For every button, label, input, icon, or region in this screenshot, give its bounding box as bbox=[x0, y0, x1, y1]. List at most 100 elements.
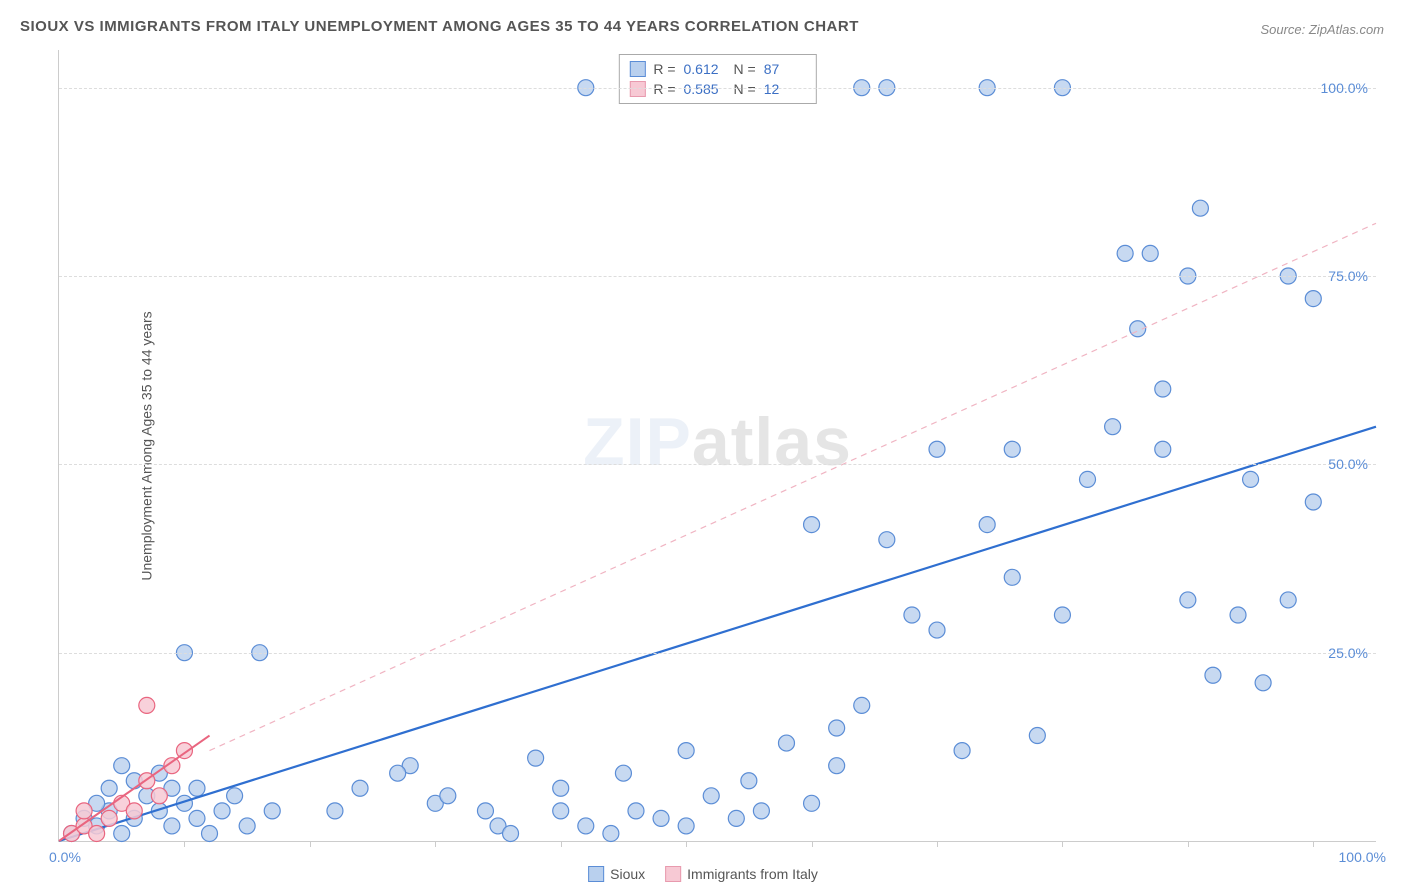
scatter-point bbox=[151, 788, 167, 804]
x-tick bbox=[435, 841, 436, 847]
swatch-pink-icon bbox=[629, 81, 645, 97]
scatter-point bbox=[1142, 245, 1158, 261]
scatter-point bbox=[929, 622, 945, 638]
scatter-point bbox=[904, 607, 920, 623]
y-tick-label: 100.0% bbox=[1321, 80, 1368, 96]
scatter-point bbox=[1180, 592, 1196, 608]
scatter-point bbox=[753, 803, 769, 819]
scatter-point bbox=[477, 803, 493, 819]
gridline bbox=[59, 653, 1376, 654]
x-tick bbox=[812, 841, 813, 847]
legend-label-sioux: Sioux bbox=[610, 866, 645, 882]
scatter-point bbox=[1155, 381, 1171, 397]
scatter-point bbox=[1205, 667, 1221, 683]
scatter-point bbox=[126, 803, 142, 819]
correlation-row-italy: R = 0.585 N = 12 bbox=[629, 79, 805, 99]
scatter-point bbox=[703, 788, 719, 804]
x-tick bbox=[1062, 841, 1063, 847]
y-tick-label: 25.0% bbox=[1328, 645, 1368, 661]
scatter-point bbox=[440, 788, 456, 804]
scatter-point bbox=[1004, 441, 1020, 457]
scatter-point bbox=[101, 780, 117, 796]
x-axis-max-label: 100.0% bbox=[1339, 849, 1386, 865]
y-tick-label: 75.0% bbox=[1328, 268, 1368, 284]
scatter-point bbox=[239, 818, 255, 834]
x-tick bbox=[561, 841, 562, 847]
scatter-point bbox=[615, 765, 631, 781]
scatter-point bbox=[1255, 675, 1271, 691]
gridline bbox=[59, 276, 1376, 277]
scatter-point bbox=[89, 825, 105, 841]
chart-title: SIOUX VS IMMIGRANTS FROM ITALY UNEMPLOYM… bbox=[20, 18, 859, 35]
scatter-point bbox=[1305, 291, 1321, 307]
scatter-point bbox=[503, 825, 519, 841]
scatter-point bbox=[114, 825, 130, 841]
plot-area: ZIPatlas R = 0.612 N = 87 R = 0.585 N = … bbox=[58, 50, 1376, 842]
gridline bbox=[59, 88, 1376, 89]
scatter-point bbox=[189, 810, 205, 826]
legend-item-italy: Immigrants from Italy bbox=[665, 866, 818, 882]
n-value-italy: 12 bbox=[764, 81, 806, 97]
scatter-point bbox=[778, 735, 794, 751]
scatter-point bbox=[327, 803, 343, 819]
scatter-point bbox=[1192, 200, 1208, 216]
source-attribution: Source: ZipAtlas.com bbox=[1260, 22, 1384, 37]
x-tick bbox=[686, 841, 687, 847]
trend-line-dashed bbox=[210, 223, 1376, 750]
r-value-italy: 0.585 bbox=[684, 81, 726, 97]
scatter-point bbox=[553, 803, 569, 819]
scatter-point bbox=[352, 780, 368, 796]
trend-line bbox=[59, 427, 1376, 841]
scatter-point bbox=[114, 758, 130, 774]
scatter-point bbox=[728, 810, 744, 826]
scatter-point bbox=[879, 532, 895, 548]
n-label: N = bbox=[734, 61, 756, 77]
scatter-svg bbox=[59, 50, 1376, 841]
scatter-point bbox=[227, 788, 243, 804]
x-tick bbox=[1188, 841, 1189, 847]
bottom-legend: Sioux Immigrants from Italy bbox=[588, 866, 818, 882]
scatter-point bbox=[101, 810, 117, 826]
y-tick-label: 50.0% bbox=[1328, 456, 1368, 472]
scatter-point bbox=[603, 825, 619, 841]
swatch-blue-icon bbox=[629, 61, 645, 77]
n-label: N = bbox=[734, 81, 756, 97]
correlation-box: R = 0.612 N = 87 R = 0.585 N = 12 bbox=[618, 54, 816, 104]
x-tick bbox=[937, 841, 938, 847]
scatter-point bbox=[76, 803, 92, 819]
scatter-point bbox=[553, 780, 569, 796]
scatter-point bbox=[653, 810, 669, 826]
scatter-point bbox=[1080, 471, 1096, 487]
scatter-point bbox=[678, 743, 694, 759]
swatch-blue-icon bbox=[588, 866, 604, 882]
scatter-point bbox=[979, 517, 995, 533]
scatter-point bbox=[741, 773, 757, 789]
r-value-sioux: 0.612 bbox=[684, 61, 726, 77]
scatter-point bbox=[1029, 728, 1045, 744]
scatter-point bbox=[164, 818, 180, 834]
scatter-point bbox=[1280, 592, 1296, 608]
scatter-point bbox=[678, 818, 694, 834]
scatter-point bbox=[202, 825, 218, 841]
scatter-point bbox=[1004, 569, 1020, 585]
scatter-point bbox=[1155, 441, 1171, 457]
scatter-point bbox=[804, 517, 820, 533]
gridline bbox=[59, 464, 1376, 465]
scatter-point bbox=[829, 758, 845, 774]
scatter-point bbox=[578, 818, 594, 834]
scatter-point bbox=[954, 743, 970, 759]
r-label: R = bbox=[653, 61, 675, 77]
legend-item-sioux: Sioux bbox=[588, 866, 645, 882]
scatter-point bbox=[854, 697, 870, 713]
scatter-point bbox=[1105, 419, 1121, 435]
scatter-point bbox=[1305, 494, 1321, 510]
scatter-point bbox=[1117, 245, 1133, 261]
x-tick bbox=[1313, 841, 1314, 847]
legend-label-italy: Immigrants from Italy bbox=[687, 866, 818, 882]
scatter-point bbox=[189, 780, 205, 796]
scatter-point bbox=[528, 750, 544, 766]
scatter-point bbox=[804, 795, 820, 811]
scatter-point bbox=[929, 441, 945, 457]
r-label: R = bbox=[653, 81, 675, 97]
scatter-point bbox=[1054, 607, 1070, 623]
